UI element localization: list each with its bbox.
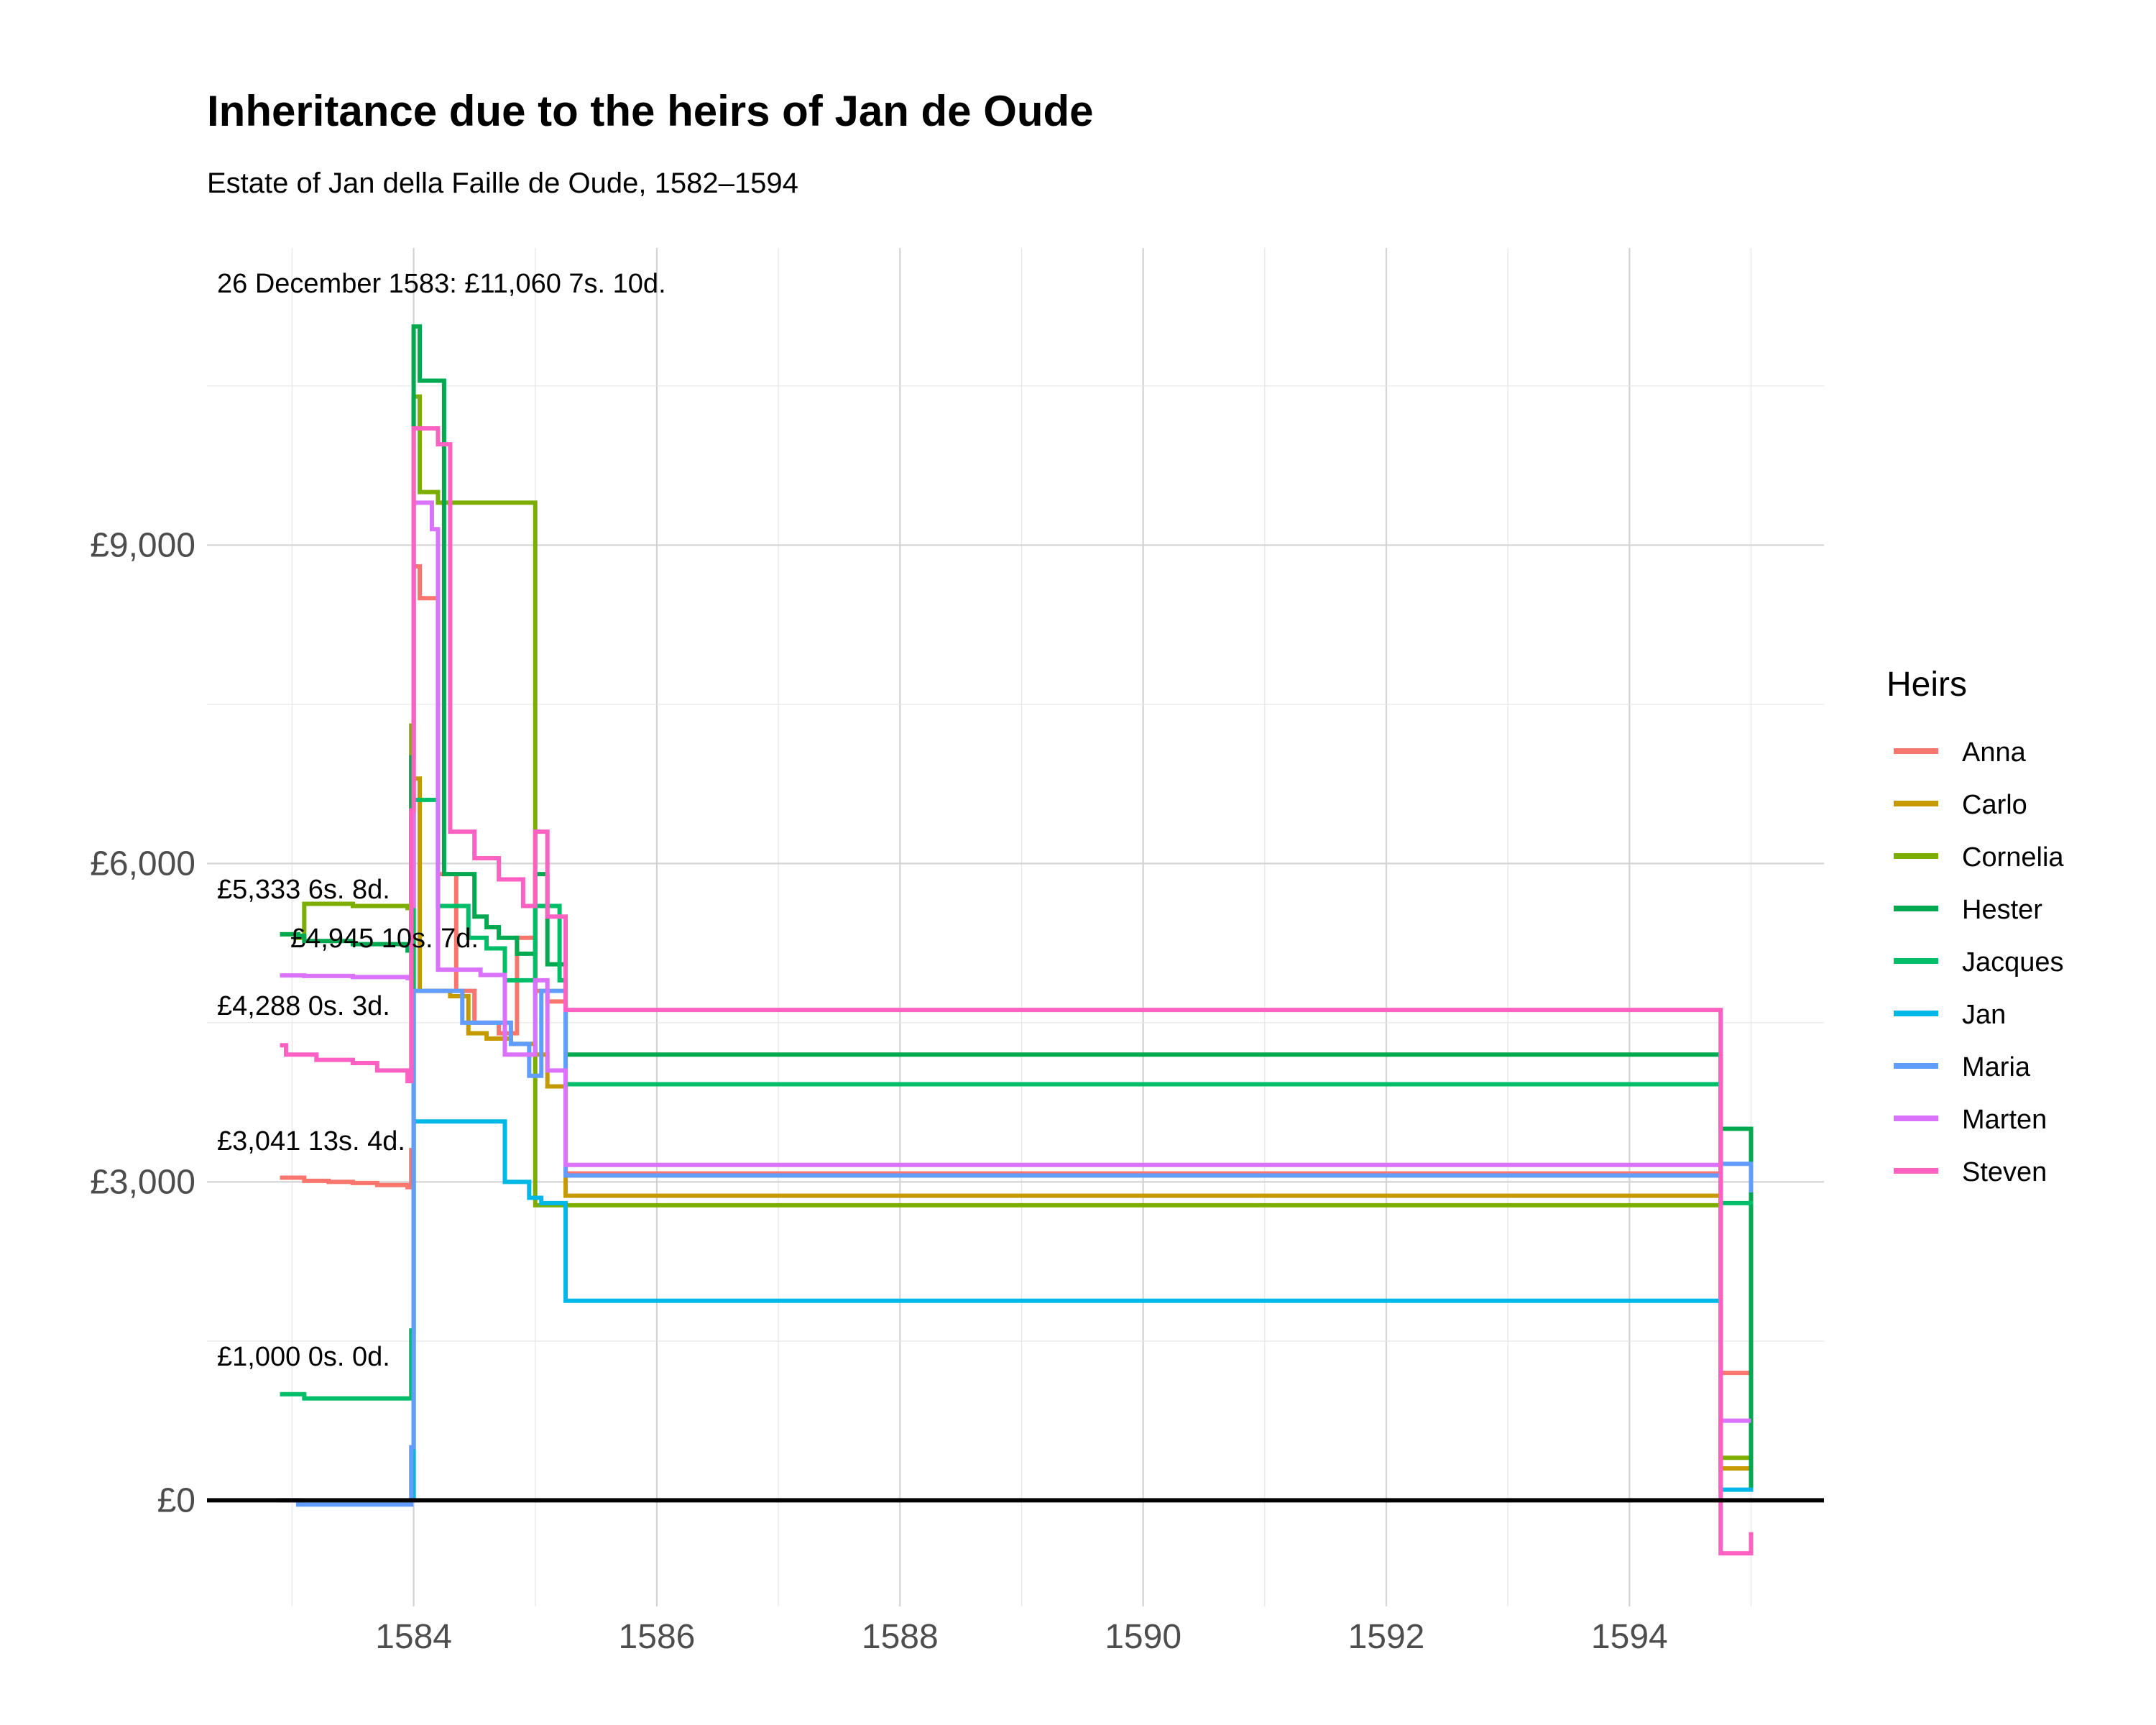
series-line-jan bbox=[411, 1119, 1754, 1503]
legend-label-jan: Jan bbox=[1962, 1000, 2006, 1030]
series-line-jacques bbox=[280, 797, 1754, 1401]
x-axis-ticks: 1584 1586 1588 1590 1592 1594 bbox=[375, 1618, 1668, 1656]
series-layer bbox=[280, 324, 1754, 1556]
y-tick-label: £3,000 bbox=[90, 1163, 195, 1201]
x-tick-label: 1584 bbox=[375, 1618, 452, 1656]
legend-label-cornelia: Cornelia bbox=[1962, 842, 2064, 873]
legend-label-marten: Marten bbox=[1962, 1105, 2047, 1135]
legend-label-steven: Steven bbox=[1962, 1157, 2047, 1187]
series-line-marten bbox=[280, 500, 1751, 1423]
series-line-steven bbox=[280, 426, 1754, 1556]
chart-title: Inheritance due to the heirs of Jan de O… bbox=[207, 87, 1094, 135]
x-tick-label: 1590 bbox=[1105, 1618, 1181, 1656]
legend-label-maria: Maria bbox=[1962, 1052, 2031, 1082]
annotation-label: £5,333 6s. 8d. bbox=[217, 875, 390, 905]
legend-title: Heirs bbox=[1886, 666, 1967, 704]
x-tick-label: 1592 bbox=[1348, 1618, 1425, 1656]
y-axis-ticks: £0 £3,000 £6,000 £9,000 bbox=[90, 526, 195, 1519]
legend: Heirs Anna Carlo Cornelia Hester Jacques Jan M… bbox=[1886, 666, 2064, 1187]
x-tick-label: 1588 bbox=[862, 1618, 939, 1656]
legend-label-anna: Anna bbox=[1962, 737, 2027, 768]
series-line-anna bbox=[280, 564, 1754, 1469]
y-tick-label: £9,000 bbox=[90, 526, 195, 564]
series-line-carlo bbox=[411, 776, 1754, 1503]
annotation-label: 26 December 1583: £11,060 7s. 10d. bbox=[217, 269, 666, 299]
annotation-label: £4,945 10s. 7d. bbox=[290, 924, 479, 954]
x-tick-label: 1594 bbox=[1591, 1618, 1668, 1656]
series-line-maria bbox=[280, 988, 1754, 1507]
annotation-label: £3,041 13s. 4d. bbox=[217, 1126, 405, 1156]
y-tick-label: £6,000 bbox=[90, 845, 195, 883]
annotation-label: £4,288 0s. 3d. bbox=[217, 991, 390, 1021]
legend-label-hester: Hester bbox=[1962, 895, 2042, 925]
legend-label-jacques: Jacques bbox=[1962, 947, 2064, 978]
annotations: 26 December 1583: £11,060 7s. 10d. £5,333… bbox=[217, 269, 666, 1372]
x-tick-label: 1586 bbox=[619, 1618, 696, 1656]
chart-subtitle: Estate of Jan della Faille de Oude, 1582… bbox=[207, 167, 798, 199]
legend-label-carlo: Carlo bbox=[1962, 790, 2027, 820]
annotation-label: £1,000 0s. 0d. bbox=[217, 1342, 390, 1372]
y-tick-label: £0 bbox=[157, 1481, 195, 1519]
